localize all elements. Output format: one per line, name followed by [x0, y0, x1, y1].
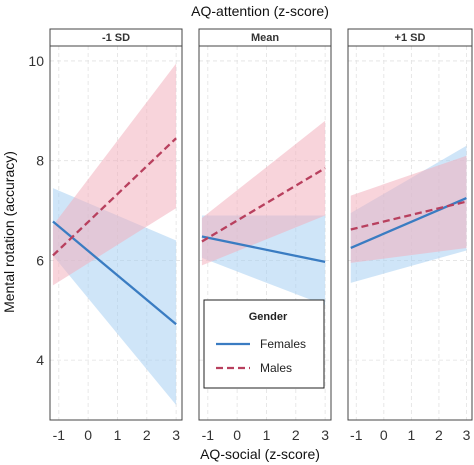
- legend-label-females: Females: [260, 337, 306, 351]
- y-tick-label: 8: [36, 153, 44, 169]
- females-line: [52, 220, 177, 326]
- x-tick-label: -1: [53, 427, 66, 443]
- legend: Gender Females Males: [203, 299, 325, 389]
- legend-title: Gender: [249, 311, 288, 323]
- panel-strip-label: +1 SD: [395, 32, 426, 44]
- x-tick-label: 0: [84, 427, 92, 443]
- females-line: [201, 235, 326, 264]
- panel-strip-label: Mean: [251, 32, 279, 44]
- panel-0: -1 SD -1 0 1 2 3: [49, 28, 183, 443]
- panel-strip-label: -1 SD: [102, 32, 130, 44]
- x-tick-label: 3: [463, 427, 471, 443]
- x-tick-label: 3: [321, 427, 329, 443]
- males-confidence-band: [52, 63, 177, 286]
- x-tick-label: 2: [143, 427, 151, 443]
- panel-border: [198, 28, 332, 421]
- legend-label-males: Males: [260, 361, 292, 375]
- x-tick-label: 0: [233, 427, 241, 443]
- top-axis-title: AQ-attention (z-score): [191, 3, 329, 19]
- x-tick-label: 3: [172, 427, 180, 443]
- panel-strip: [348, 29, 472, 46]
- males-line: [350, 200, 467, 231]
- y-tick-label: 4: [36, 352, 44, 368]
- panel-border: [49, 28, 183, 421]
- x-tick-label: 0: [380, 427, 388, 443]
- x-tick-label: 2: [435, 427, 443, 443]
- y-tick-label: 6: [36, 252, 44, 268]
- panel-strip: [199, 29, 331, 46]
- x-tick-label: -1: [350, 427, 363, 443]
- panel-strip: [50, 29, 182, 46]
- panels-layer: -1 SD -1 0 1 2 3 Mean -1 0 1 2 3 +1 SD -1 0 1 2 3 4 6 8 10: [28, 28, 473, 443]
- y-axis-title: Mental rotation (accuracy): [1, 151, 17, 313]
- males-line: [201, 167, 326, 243]
- males-confidence-band: [201, 120, 326, 266]
- males-line: [52, 137, 177, 257]
- x-tick-label: 2: [292, 427, 300, 443]
- x-tick-label: 1: [407, 427, 415, 443]
- x-tick-label: -1: [202, 427, 215, 443]
- panel-border: [347, 28, 473, 421]
- y-tick-label: 10: [28, 53, 44, 69]
- x-axis-title: AQ-social (z-score): [200, 446, 320, 462]
- x-tick-label: 1: [114, 427, 122, 443]
- panel-2: +1 SD -1 0 1 2 3: [347, 28, 473, 443]
- x-tick-label: 1: [263, 427, 271, 443]
